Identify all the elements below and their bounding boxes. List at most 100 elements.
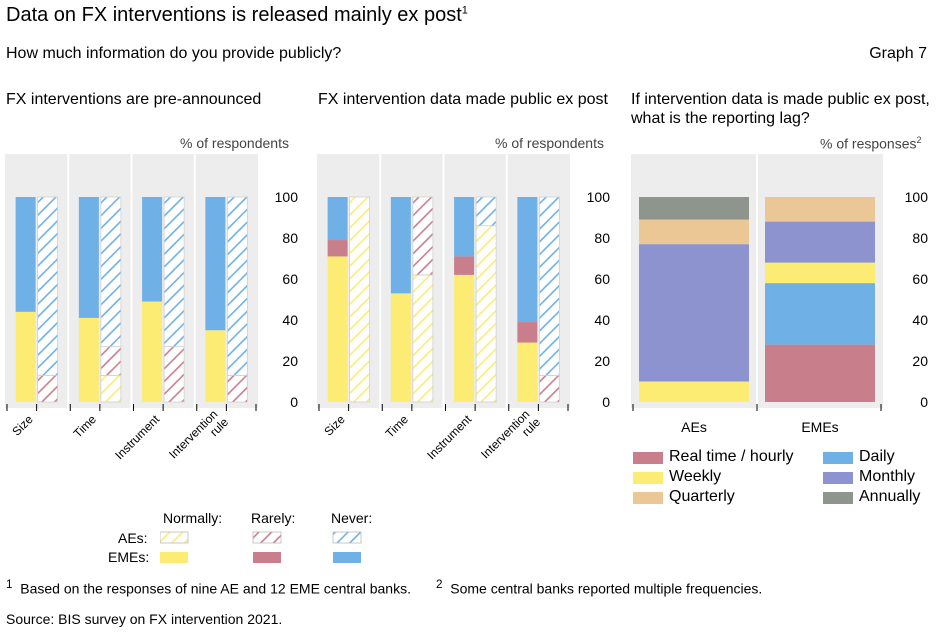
y-tick-label: 80 xyxy=(594,230,610,246)
title-footnote-mark: 1 xyxy=(461,4,468,17)
bar-emes-rarely-intervention-rule xyxy=(517,322,538,343)
bar-aes-rarely-instrument xyxy=(163,346,185,403)
legend-label-daily: Daily xyxy=(859,448,895,465)
y-tick-label: 100 xyxy=(587,189,611,205)
bar-emes-normally-size xyxy=(15,311,36,402)
bar-emes-normally-size xyxy=(327,256,348,402)
bar-monthly-aes xyxy=(639,244,749,382)
bar-aes-never-instrument xyxy=(163,196,185,348)
legend-swatch-realtime xyxy=(633,452,663,464)
bar-annually-aes xyxy=(639,197,749,220)
bar-aes-never-instrument xyxy=(475,196,497,227)
footnote-2: 2 Some central banks reported multiple f… xyxy=(436,578,763,597)
bar-emes-never-time xyxy=(78,197,99,318)
x-tick-label: Interventionrule xyxy=(478,405,543,460)
bar-weekly-aes xyxy=(639,381,749,402)
bar-daily-emes xyxy=(765,283,875,345)
legend-swatch-monthly xyxy=(823,472,853,484)
bar-emes-never-intervention-rule xyxy=(517,197,538,323)
legend-swatch-annually xyxy=(823,492,853,504)
bar-emes-normally-time xyxy=(390,293,411,402)
y-tick-label: 100 xyxy=(275,189,299,205)
y-tick-label: 60 xyxy=(912,271,928,287)
legend-col-normally: Normally: xyxy=(163,510,223,526)
x-tick-label: Size xyxy=(9,412,36,439)
panel3-title: If intervention data is made public ex p… xyxy=(631,91,930,127)
bar-emes-never-size xyxy=(15,197,36,312)
bar-quarterly-aes xyxy=(639,219,749,245)
panel3-chart: AEs EMEs 0 20 40 60 80 100 xyxy=(631,154,929,435)
y-tick-label: 0 xyxy=(290,394,298,410)
legend-label-monthly: Monthly xyxy=(859,468,916,485)
footnote-1: 1 Based on the responses of nine AE and … xyxy=(6,578,411,597)
legend-label-weekly: Weekly xyxy=(669,468,722,485)
x-tick-label: Time xyxy=(383,412,412,441)
y-tick-label: 40 xyxy=(282,312,298,328)
y-tick-label: 20 xyxy=(912,353,928,369)
bar-aes-normally-time xyxy=(100,374,122,403)
panel2-chart: Size Time Instrument Interventionrule 0 20 40 6… xyxy=(317,154,611,460)
legend-swatch-emes-never xyxy=(333,552,361,563)
legend-label-quarterly: Quarterly xyxy=(669,488,735,505)
bar-aes-normally-time xyxy=(412,274,434,403)
source-note: Source: BIS survey on FX intervention 20… xyxy=(6,611,283,627)
panel3-legend: Real time / hourly Weekly Quarterly Dail… xyxy=(633,448,933,510)
legend-swatch-emes-rarely xyxy=(253,552,281,563)
panel1-unit-label: % of respondents xyxy=(180,135,289,151)
legend-swatch-emes-normally xyxy=(160,552,188,563)
x-tick-label: Size xyxy=(321,412,348,439)
legend-swatch-aes-rarely xyxy=(252,531,282,544)
bar-emes-normally-time xyxy=(78,317,99,402)
legend-col-never: Never: xyxy=(331,510,373,526)
bar-aes-normally-instrument xyxy=(475,225,497,403)
y-tick-label: 100 xyxy=(905,189,929,205)
x-tick-label: EMEs xyxy=(801,419,838,435)
panel12-legend-swatches xyxy=(160,531,362,563)
chart-subtitle: How much information do you provide publ… xyxy=(6,45,342,62)
panel3-unit-label: % of responses2 xyxy=(820,135,922,152)
chart-title: Data on FX interventions is released mai… xyxy=(6,4,468,26)
legend-swatch-daily xyxy=(823,452,853,464)
bar-emes-never-instrument xyxy=(454,197,475,257)
x-tick-label: Instrument xyxy=(424,412,474,460)
bar-aes-rarely-size xyxy=(37,374,59,403)
legend-label-annually: Annually xyxy=(859,488,921,505)
bar-emes-normally-intervention-rule xyxy=(517,342,538,402)
x-tick-label: Instrument xyxy=(112,412,162,460)
y-tick-label: 40 xyxy=(594,312,610,328)
bar-aes-rarely-intervention-rule xyxy=(538,374,560,403)
bar-emes-normally-intervention-rule xyxy=(205,330,226,402)
bar-aes-rarely-time xyxy=(412,196,434,276)
bar-aes-normally-size xyxy=(349,196,371,403)
bar-emes-normally-instrument xyxy=(454,274,475,402)
graph-number: Graph 7 xyxy=(869,45,927,62)
y-tick-label: 20 xyxy=(594,353,610,369)
bar-emes-rarely-instrument xyxy=(454,256,475,275)
x-tick-label: AEs xyxy=(681,419,707,435)
bar-aes-never-size xyxy=(37,196,59,376)
legend-swatch-quarterly xyxy=(633,492,663,504)
bar-emes-rarely-size xyxy=(327,240,348,257)
panel1-chart: Size Time Instrument Interventionrule 0 20 40 6… xyxy=(5,154,299,460)
y-tick-label: 60 xyxy=(282,271,298,287)
bar-aes-rarely-time xyxy=(100,346,122,376)
footnote-1-mark: 1 xyxy=(6,578,13,591)
legend-swatch-aes-never xyxy=(332,531,362,544)
legend-swatch-group xyxy=(160,531,362,563)
x-tick-label: Time xyxy=(71,412,100,441)
legend-col-rarely: Rarely: xyxy=(251,510,296,526)
legend-swatch-weekly xyxy=(633,472,663,484)
bar-monthly-emes xyxy=(765,221,875,263)
bar-aes-never-time xyxy=(100,196,122,348)
legend-label-realtime: Real time / hourly xyxy=(669,448,794,465)
bar-emes-never-intervention-rule xyxy=(205,197,226,331)
legend-row-aes: AEs: xyxy=(118,530,148,546)
y-tick-label: 0 xyxy=(920,394,928,410)
y-tick-label: 0 xyxy=(602,394,610,410)
bar-emes-never-instrument xyxy=(142,197,163,302)
legend-row-emes: EMEs: xyxy=(108,549,150,565)
panel2-title: FX intervention data made public ex post xyxy=(318,91,608,108)
panel3-unit-footnote-mark: 2 xyxy=(916,135,922,145)
panel2-unit-label: % of respondents xyxy=(495,135,604,151)
y-tick-label: 80 xyxy=(912,230,928,246)
